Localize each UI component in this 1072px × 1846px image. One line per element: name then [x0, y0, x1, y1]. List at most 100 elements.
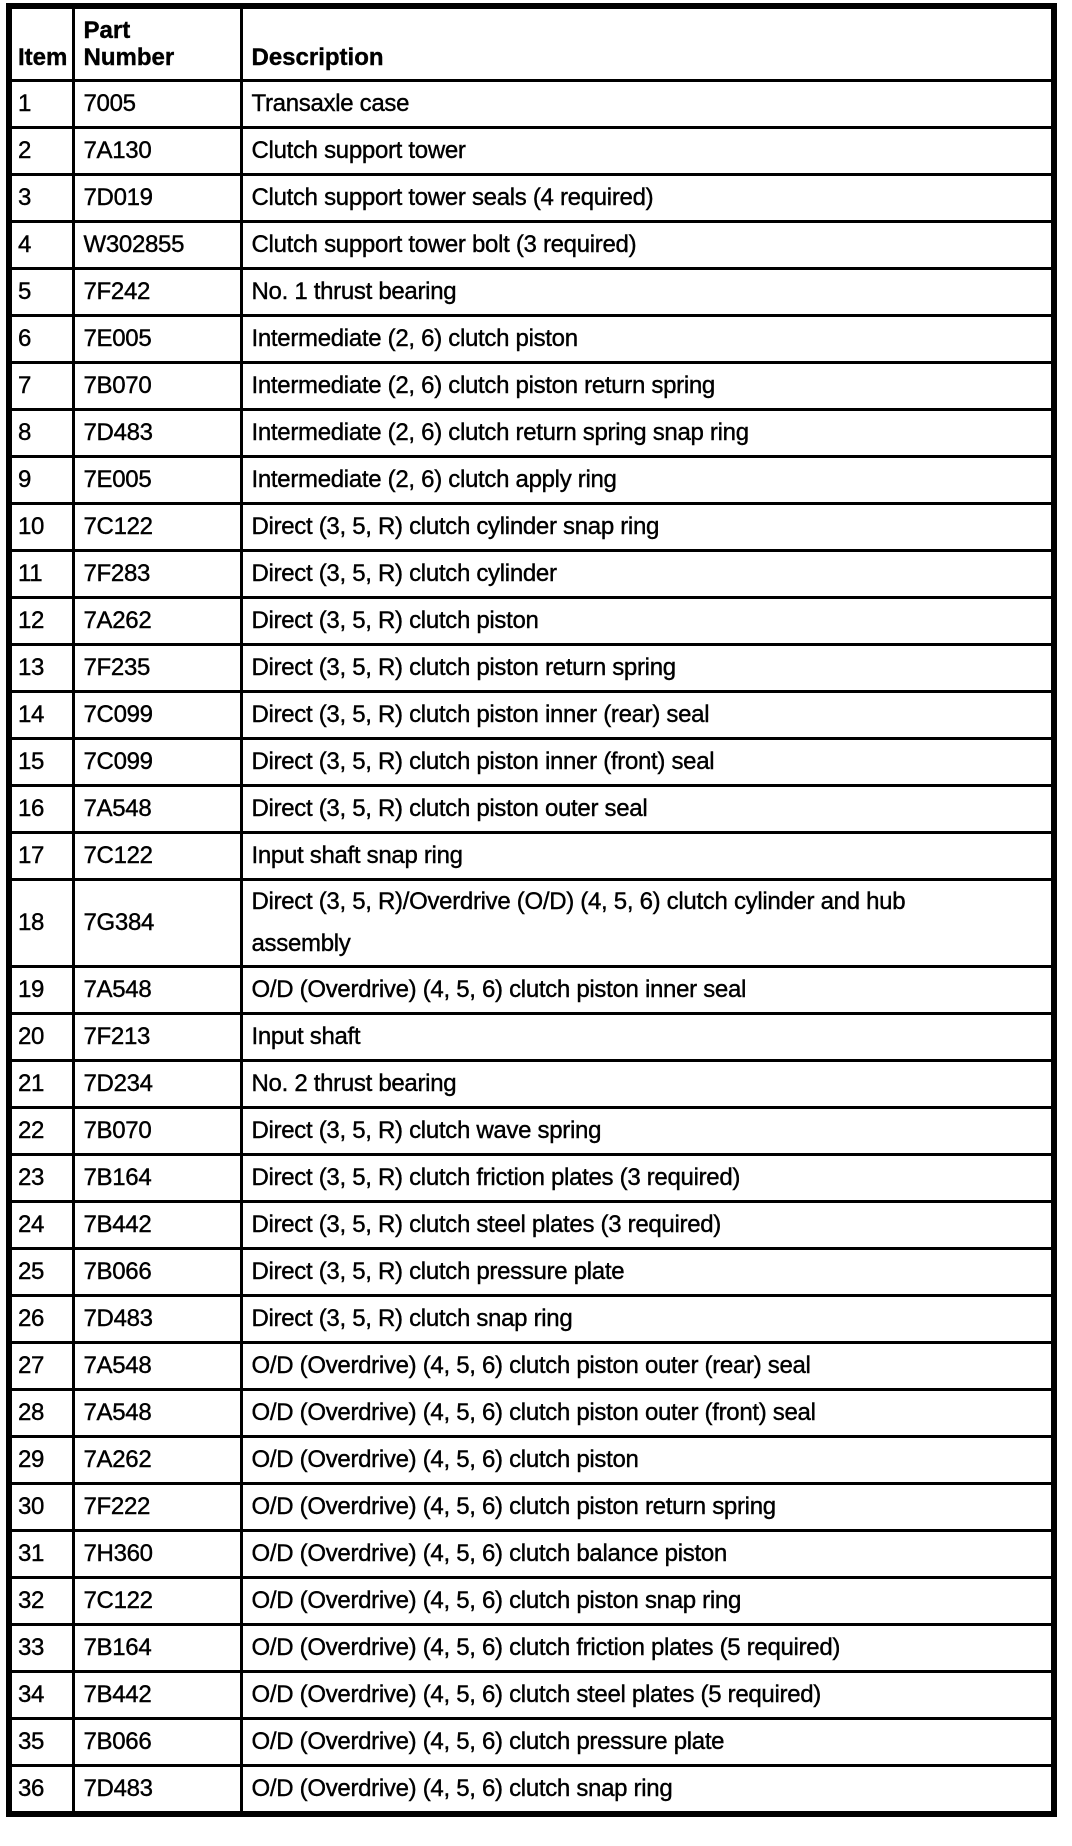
item-cell: 9 — [7, 455, 75, 505]
item-cell: 1 — [7, 79, 75, 129]
part-number-cell: 7F222 — [71, 1482, 243, 1532]
item-cell: 27 — [7, 1341, 75, 1391]
item-cell: 15 — [7, 737, 75, 787]
item-cell: 22 — [7, 1106, 75, 1156]
table-row: 12 7A262 Direct (3, 5, R) clutch piston — [7, 596, 1056, 646]
item-cell: 33 — [7, 1623, 75, 1673]
part-number-cell: 7B164 — [71, 1153, 243, 1203]
item-cell: 25 — [7, 1247, 75, 1297]
part-number-cell: 7D019 — [71, 173, 243, 223]
item-cell: 28 — [7, 1388, 75, 1438]
description-cell: Intermediate (2, 6) clutch apply ring — [239, 455, 1056, 505]
description-cell: No. 1 thrust bearing — [239, 267, 1056, 317]
item-cell: 11 — [7, 549, 75, 599]
parts-table: Item Part Number Description 1 7005 Tran… — [6, 3, 1057, 1817]
table-row: 25 7B066 Direct (3, 5, R) clutch pressur… — [7, 1247, 1056, 1297]
part-number-cell: 7F235 — [71, 643, 243, 693]
table-row: 21 7D234 No. 2 thrust bearing — [7, 1059, 1056, 1109]
table-row: 11 7F283 Direct (3, 5, R) clutch cylinde… — [7, 549, 1056, 599]
header-row: Item Part Number Description — [7, 4, 1056, 82]
item-cell: 26 — [7, 1294, 75, 1344]
item-cell: 2 — [7, 126, 75, 176]
table-row: 16 7A548 Direct (3, 5, R) clutch piston … — [7, 784, 1056, 834]
item-cell: 19 — [7, 965, 75, 1015]
description-cell: Direct (3, 5, R) clutch cylinder snap ri… — [239, 502, 1056, 552]
item-cell: 13 — [7, 643, 75, 693]
table-row: 23 7B164 Direct (3, 5, R) clutch frictio… — [7, 1153, 1056, 1203]
description-cell: O/D (Overdrive) (4, 5, 6) clutch piston … — [239, 1576, 1056, 1626]
table-row: 10 7C122 Direct (3, 5, R) clutch cylinde… — [7, 502, 1056, 552]
description-cell: Direct (3, 5, R) clutch friction plates … — [239, 1153, 1056, 1203]
description-cell: O/D (Overdrive) (4, 5, 6) clutch steel p… — [239, 1670, 1056, 1720]
description-cell: Direct (3, 5, R) clutch piston return sp… — [239, 643, 1056, 693]
item-cell: 16 — [7, 784, 75, 834]
part-number-cell: 7D483 — [71, 1294, 243, 1344]
description-cell: Direct (3, 5, R) clutch wave spring — [239, 1106, 1056, 1156]
part-number-cell: 7005 — [71, 79, 243, 129]
item-cell: 7 — [7, 361, 75, 411]
part-number-cell: 7C122 — [71, 1576, 243, 1626]
part-number-cell: 7A548 — [71, 1388, 243, 1438]
part-number-cell: 7D483 — [71, 1764, 243, 1816]
table-row: 1 7005 Transaxle case — [7, 79, 1056, 129]
table-row: 35 7B066 O/D (Overdrive) (4, 5, 6) clutc… — [7, 1717, 1056, 1767]
part-number-cell: 7C122 — [71, 831, 243, 881]
table-row: 29 7A262 O/D (Overdrive) (4, 5, 6) clutc… — [7, 1435, 1056, 1485]
item-cell: 3 — [7, 173, 75, 223]
description-cell: O/D (Overdrive) (4, 5, 6) clutch piston … — [239, 965, 1056, 1015]
header-description: Description — [239, 4, 1056, 82]
item-cell: 6 — [7, 314, 75, 364]
item-cell: 18 — [7, 878, 75, 968]
item-cell: 20 — [7, 1012, 75, 1062]
part-number-cell: 7A548 — [71, 965, 243, 1015]
part-number-cell: W302855 — [71, 220, 243, 270]
description-cell: O/D (Overdrive) (4, 5, 6) clutch frictio… — [239, 1623, 1056, 1673]
table-row: 31 7H360 O/D (Overdrive) (4, 5, 6) clutc… — [7, 1529, 1056, 1579]
table-row: 26 7D483 Direct (3, 5, R) clutch snap ri… — [7, 1294, 1056, 1344]
table-row: 36 7D483 O/D (Overdrive) (4, 5, 6) clutc… — [7, 1764, 1056, 1816]
item-cell: 10 — [7, 502, 75, 552]
part-number-cell: 7C099 — [71, 737, 243, 787]
description-cell: Direct (3, 5, R) clutch snap ring — [239, 1294, 1056, 1344]
description-cell: Direct (3, 5, R) clutch piston outer sea… — [239, 784, 1056, 834]
part-number-cell: 7F242 — [71, 267, 243, 317]
table-row: 6 7E005 Intermediate (2, 6) clutch pisto… — [7, 314, 1056, 364]
part-number-cell: 7F283 — [71, 549, 243, 599]
item-cell: 32 — [7, 1576, 75, 1626]
item-cell: 36 — [7, 1764, 75, 1816]
table-row: 18 7G384 Direct (3, 5, R)/Overdrive (O/D… — [7, 878, 1056, 968]
table-row: 28 7A548 O/D (Overdrive) (4, 5, 6) clutc… — [7, 1388, 1056, 1438]
table-row: 27 7A548 O/D (Overdrive) (4, 5, 6) clutc… — [7, 1341, 1056, 1391]
part-number-cell: 7A548 — [71, 1341, 243, 1391]
item-cell: 17 — [7, 831, 75, 881]
description-cell: Direct (3, 5, R) clutch steel plates (3 … — [239, 1200, 1056, 1250]
part-number-cell: 7A262 — [71, 1435, 243, 1485]
table-row: 9 7E005 Intermediate (2, 6) clutch apply… — [7, 455, 1056, 505]
table-row: 7 7B070 Intermediate (2, 6) clutch pisto… — [7, 361, 1056, 411]
table-row: 17 7C122 Input shaft snap ring — [7, 831, 1056, 881]
part-number-cell: 7E005 — [71, 455, 243, 505]
table-row: 2 7A130 Clutch support tower — [7, 126, 1056, 176]
description-cell: Input shaft — [239, 1012, 1056, 1062]
part-number-cell: 7B066 — [71, 1247, 243, 1297]
item-cell: 12 — [7, 596, 75, 646]
description-cell: O/D (Overdrive) (4, 5, 6) clutch snap ri… — [239, 1764, 1056, 1816]
table-row: 14 7C099 Direct (3, 5, R) clutch piston … — [7, 690, 1056, 740]
description-cell: No. 2 thrust bearing — [239, 1059, 1056, 1109]
item-cell: 35 — [7, 1717, 75, 1767]
table-row: 15 7C099 Direct (3, 5, R) clutch piston … — [7, 737, 1056, 787]
table-row: 33 7B164 O/D (Overdrive) (4, 5, 6) clutc… — [7, 1623, 1056, 1673]
description-cell: O/D (Overdrive) (4, 5, 6) clutch pressur… — [239, 1717, 1056, 1767]
table-row: 34 7B442 O/D (Overdrive) (4, 5, 6) clutc… — [7, 1670, 1056, 1720]
description-cell: Direct (3, 5, R) clutch pressure plate — [239, 1247, 1056, 1297]
item-cell: 4 — [7, 220, 75, 270]
item-cell: 14 — [7, 690, 75, 740]
part-number-cell: 7A548 — [71, 784, 243, 834]
part-number-cell: 7B442 — [71, 1200, 243, 1250]
part-number-cell: 7A262 — [71, 596, 243, 646]
item-cell: 24 — [7, 1200, 75, 1250]
item-cell: 23 — [7, 1153, 75, 1203]
header-item: Item — [7, 4, 75, 82]
part-number-cell: 7C099 — [71, 690, 243, 740]
part-number-cell: 7D234 — [71, 1059, 243, 1109]
